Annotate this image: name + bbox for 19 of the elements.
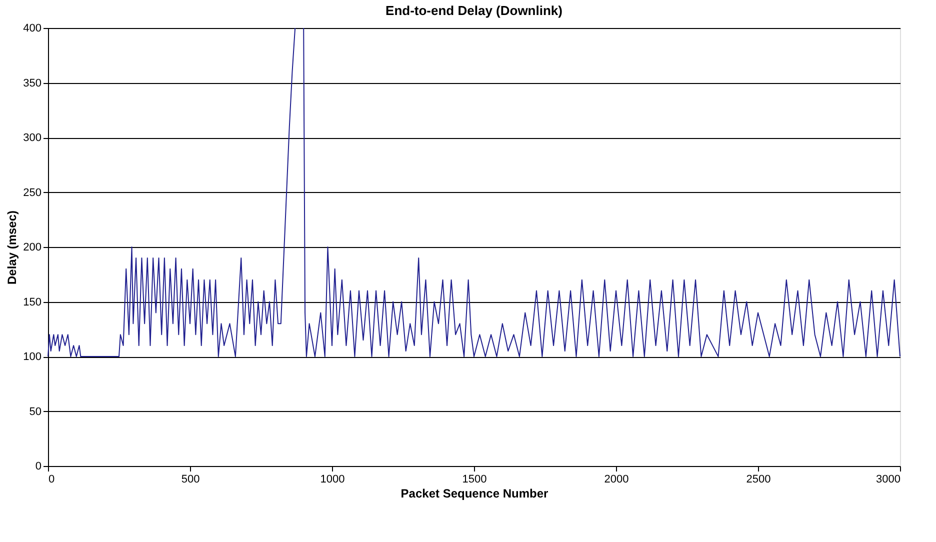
y-tick-label: 300: [23, 132, 42, 144]
y-tick-label: 100: [23, 351, 42, 363]
x-tick-label: 2000: [604, 474, 629, 486]
chart-title: End-to-end Delay (Downlink): [386, 3, 562, 18]
y-tick-label: 150: [23, 296, 42, 308]
x-tick-label: 2500: [746, 474, 771, 486]
y-tick-label: 350: [23, 77, 42, 90]
y-tick-label: 400: [23, 22, 42, 34]
x-tick-label: 0: [48, 474, 55, 486]
y-tick-label: 50: [29, 406, 42, 418]
y-tick-label: 200: [23, 242, 42, 254]
x-tick-label: 1500: [462, 474, 487, 486]
x-tick-label: 3000: [876, 474, 900, 486]
y-tick-label: 0: [35, 460, 42, 472]
x-tick-label: 1000: [320, 474, 345, 486]
y-axis-title: Delay (msec): [5, 210, 20, 285]
x-tick-label: 500: [181, 474, 200, 486]
y-tick-label: 250: [23, 186, 42, 199]
x-axis-title: Packet Sequence Number: [400, 486, 549, 500]
